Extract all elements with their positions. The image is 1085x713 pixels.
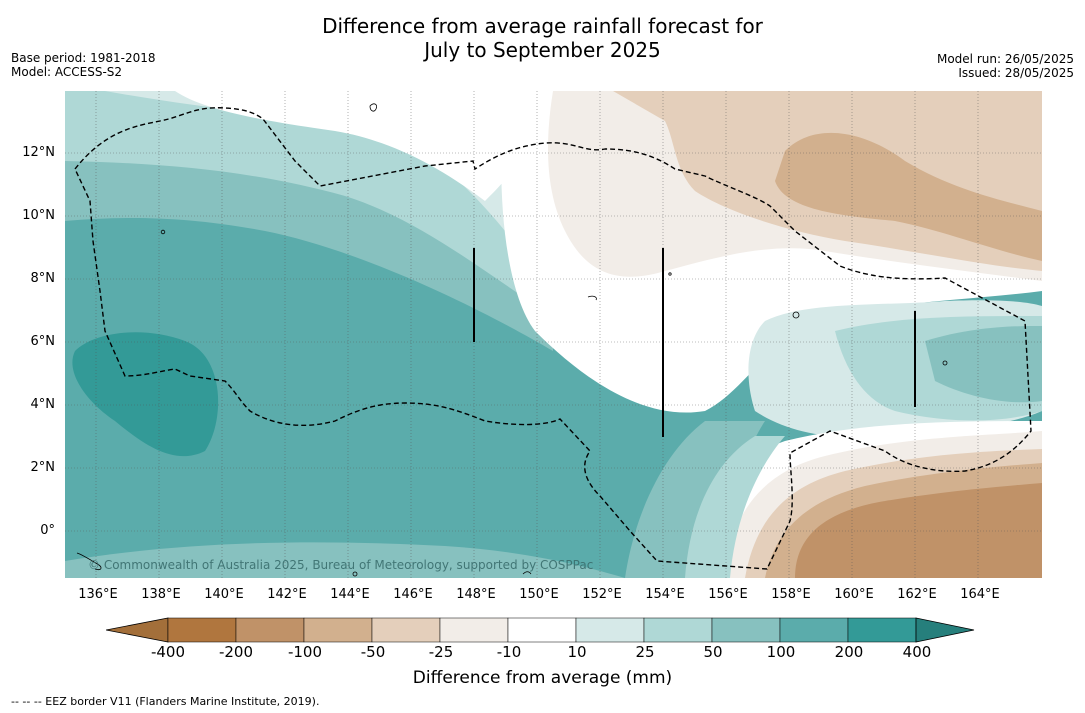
lat-label: 8°N <box>30 271 56 286</box>
colorbar-tick-label: 200 <box>834 643 864 661</box>
contour-minus50-minus100-ne <box>775 132 1042 261</box>
lon-label: 148°E <box>456 587 496 602</box>
colorbar-swatch <box>303 617 373 643</box>
lat-label: 0° <box>40 523 55 538</box>
lat-label: 6°N <box>30 334 56 349</box>
contour-200-400-west <box>72 332 219 457</box>
contour-25-50-south <box>685 436 785 578</box>
colorbar-tick-label: 10 <box>567 643 587 661</box>
issued-text: Issued: 28/05/2025 <box>958 66 1074 80</box>
colorbar-title: Difference from average (mm) <box>412 668 673 688</box>
colorbar-arrow-high <box>915 617 975 643</box>
eez-borders <box>74 107 1032 570</box>
reference-lines <box>473 248 916 437</box>
lon-label: 136°E <box>78 587 118 602</box>
colorbar-tick-label: -50 <box>360 643 386 661</box>
lon-label: 150°E <box>519 587 559 602</box>
colorbar-swatch <box>235 617 305 643</box>
colorbar-tick-label: 400 <box>902 643 932 661</box>
lon-label: 156°E <box>708 587 748 602</box>
lat-label: 2°N <box>30 460 56 475</box>
model-run-text: Model run: 26/05/2025 <box>936 52 1074 66</box>
lat-label: 12°N <box>22 145 55 160</box>
contour-neutral-north <box>175 91 553 201</box>
lat-label: 10°N <box>22 208 55 223</box>
contour-50-100-southwest <box>65 542 625 578</box>
title-line-2: July to September 2025 <box>424 38 661 62</box>
base-period-text: Base period: 1981-2018 <box>11 51 156 65</box>
colorbar-tick-label: 100 <box>766 643 796 661</box>
lat-label: 4°N <box>30 397 56 412</box>
colorbar-tick-label: -100 <box>287 643 323 661</box>
lon-label: 140°E <box>204 587 244 602</box>
colorbar-arrow-low <box>105 617 169 643</box>
colorbar <box>105 616 980 644</box>
colorbar-swatch <box>643 617 713 643</box>
colorbar-tick-label: 50 <box>703 643 723 661</box>
lon-label: 162°E <box>897 587 937 602</box>
colorbar-svg <box>105 617 975 643</box>
copyright-notice: © Commonwealth of Australia 2025, Bureau… <box>88 558 594 572</box>
lon-label: 164°E <box>960 587 1000 602</box>
left-info: Base period: 1981-2018 Model: ACCESS-S2 <box>11 51 156 79</box>
islands <box>76 103 948 577</box>
colorbar-tick-label: -25 <box>428 643 454 661</box>
lon-label: 152°E <box>582 587 622 602</box>
lon-label: 142°E <box>267 587 307 602</box>
contour-50-100-east <box>925 326 1042 403</box>
map-svg <box>65 91 1042 578</box>
colorbar-swatch <box>371 617 441 643</box>
right-info: Model run: 26/05/2025 Issued: 28/05/2025 <box>937 52 1074 80</box>
eez-footnote: -- -- -- EEZ border V11 (Flanders Marine… <box>11 695 320 708</box>
graticule <box>65 91 1042 578</box>
colorbar-swatch <box>711 617 781 643</box>
model-text: Model: ACCESS-S2 <box>11 65 123 79</box>
chart-title: Difference from average rainfall forecas… <box>0 14 1085 62</box>
colorbar-tick-label: 25 <box>635 643 655 661</box>
lon-label: 158°E <box>771 587 811 602</box>
lon-label: 146°E <box>393 587 433 602</box>
title-line-1: Difference from average rainfall forecas… <box>322 14 763 38</box>
lon-label: 154°E <box>645 587 685 602</box>
colorbar-swatch <box>507 617 577 643</box>
colorbar-tick-label: -400 <box>150 643 186 661</box>
lon-label: 160°E <box>834 587 874 602</box>
contour-minus100-minus200-se <box>795 483 1042 578</box>
colorbar-tick-label: -10 <box>496 643 522 661</box>
colorbar-swatch <box>847 617 917 643</box>
colorbar-tick-label: -200 <box>218 643 254 661</box>
rainfall-map <box>65 91 1042 578</box>
lon-label: 138°E <box>141 587 181 602</box>
lon-label: 144°E <box>330 587 370 602</box>
colorbar-swatch <box>575 617 645 643</box>
colorbar-swatch <box>439 617 509 643</box>
colorbar-swatch <box>167 617 237 643</box>
colorbar-swatch <box>779 617 849 643</box>
